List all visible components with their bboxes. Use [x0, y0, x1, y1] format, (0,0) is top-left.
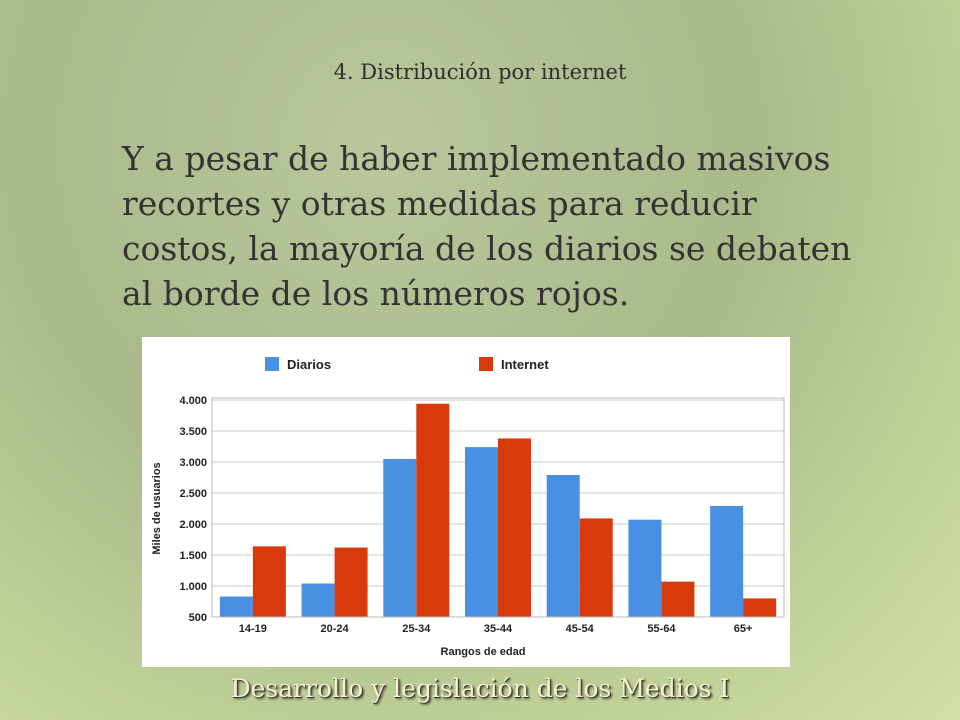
y-tick-label: 3.000 — [179, 457, 207, 469]
x-axis-label: Rangos de edad — [441, 646, 526, 658]
bar-internet-45-54 — [579, 518, 613, 617]
y-tick-label: 3.500 — [179, 426, 207, 438]
legend-label-0: Diarios — [287, 357, 331, 372]
y-axis-label: Miles de usuarios — [151, 462, 163, 554]
x-tick-label: 45-54 — [566, 623, 595, 635]
y-tick-label: 4.000 — [179, 395, 207, 407]
bar-internet-55-64 — [661, 581, 695, 617]
chart-legend: Diarios Internet — [265, 357, 549, 372]
slide-title: 4. Distribución por internet — [333, 60, 627, 84]
chart-panel: Diarios Internet 500 1.000 1.500 2.000 2.500 3… — [142, 337, 790, 667]
x-tick-label: 20-24 — [321, 623, 350, 635]
bar-internet-14-19 — [252, 546, 286, 617]
bar-internet-35-44 — [498, 438, 531, 617]
slide-footer: Desarrollo y legislación de los Medios I — [230, 674, 730, 703]
legend-label-1: Internet — [501, 357, 549, 372]
y-tick-label: 2.000 — [179, 519, 207, 531]
bar-diarios-20-24 — [301, 583, 335, 617]
bar-internet-20-24 — [334, 547, 368, 617]
y-tick-label: 1.000 — [179, 581, 207, 593]
legend-swatch-0 — [265, 357, 279, 371]
y-axis-ticks: 500 1.000 1.500 2.000 2.500 3.000 3.500 4.000 — [179, 395, 207, 624]
chart-bars — [219, 403, 777, 617]
y-tick-label: 2.500 — [179, 488, 207, 500]
bar-internet-25-34 — [416, 403, 450, 617]
bar-chart: Diarios Internet 500 1.000 1.500 2.000 2.500 3… — [151, 357, 785, 658]
x-tick-label: 25-34 — [402, 623, 431, 635]
y-tick-label: 500 — [189, 612, 207, 624]
x-tick-label: 35-44 — [484, 623, 513, 635]
bar-diarios-35-44 — [465, 447, 498, 617]
x-tick-label: 55-64 — [647, 623, 676, 635]
x-tick-label: 65+ — [734, 623, 753, 635]
x-tick-label: 14-19 — [239, 623, 267, 635]
plot-border — [211, 397, 785, 618]
bar-diarios-25-34 — [383, 458, 417, 617]
legend-swatch-1 — [479, 357, 493, 371]
bar-diarios-14-19 — [219, 596, 253, 617]
slide-body-text: Y a pesar de haber implementado masivos … — [122, 139, 852, 313]
bar-diarios-55-64 — [628, 519, 662, 617]
bar-diarios-65+ — [710, 506, 744, 617]
bar-diarios-45-54 — [546, 475, 580, 617]
y-tick-label: 1.500 — [179, 550, 207, 562]
x-axis-ticks: 14-19 20-24 25-34 35-44 45-54 55-64 65+ — [239, 623, 753, 635]
bar-internet-65+ — [743, 598, 777, 617]
